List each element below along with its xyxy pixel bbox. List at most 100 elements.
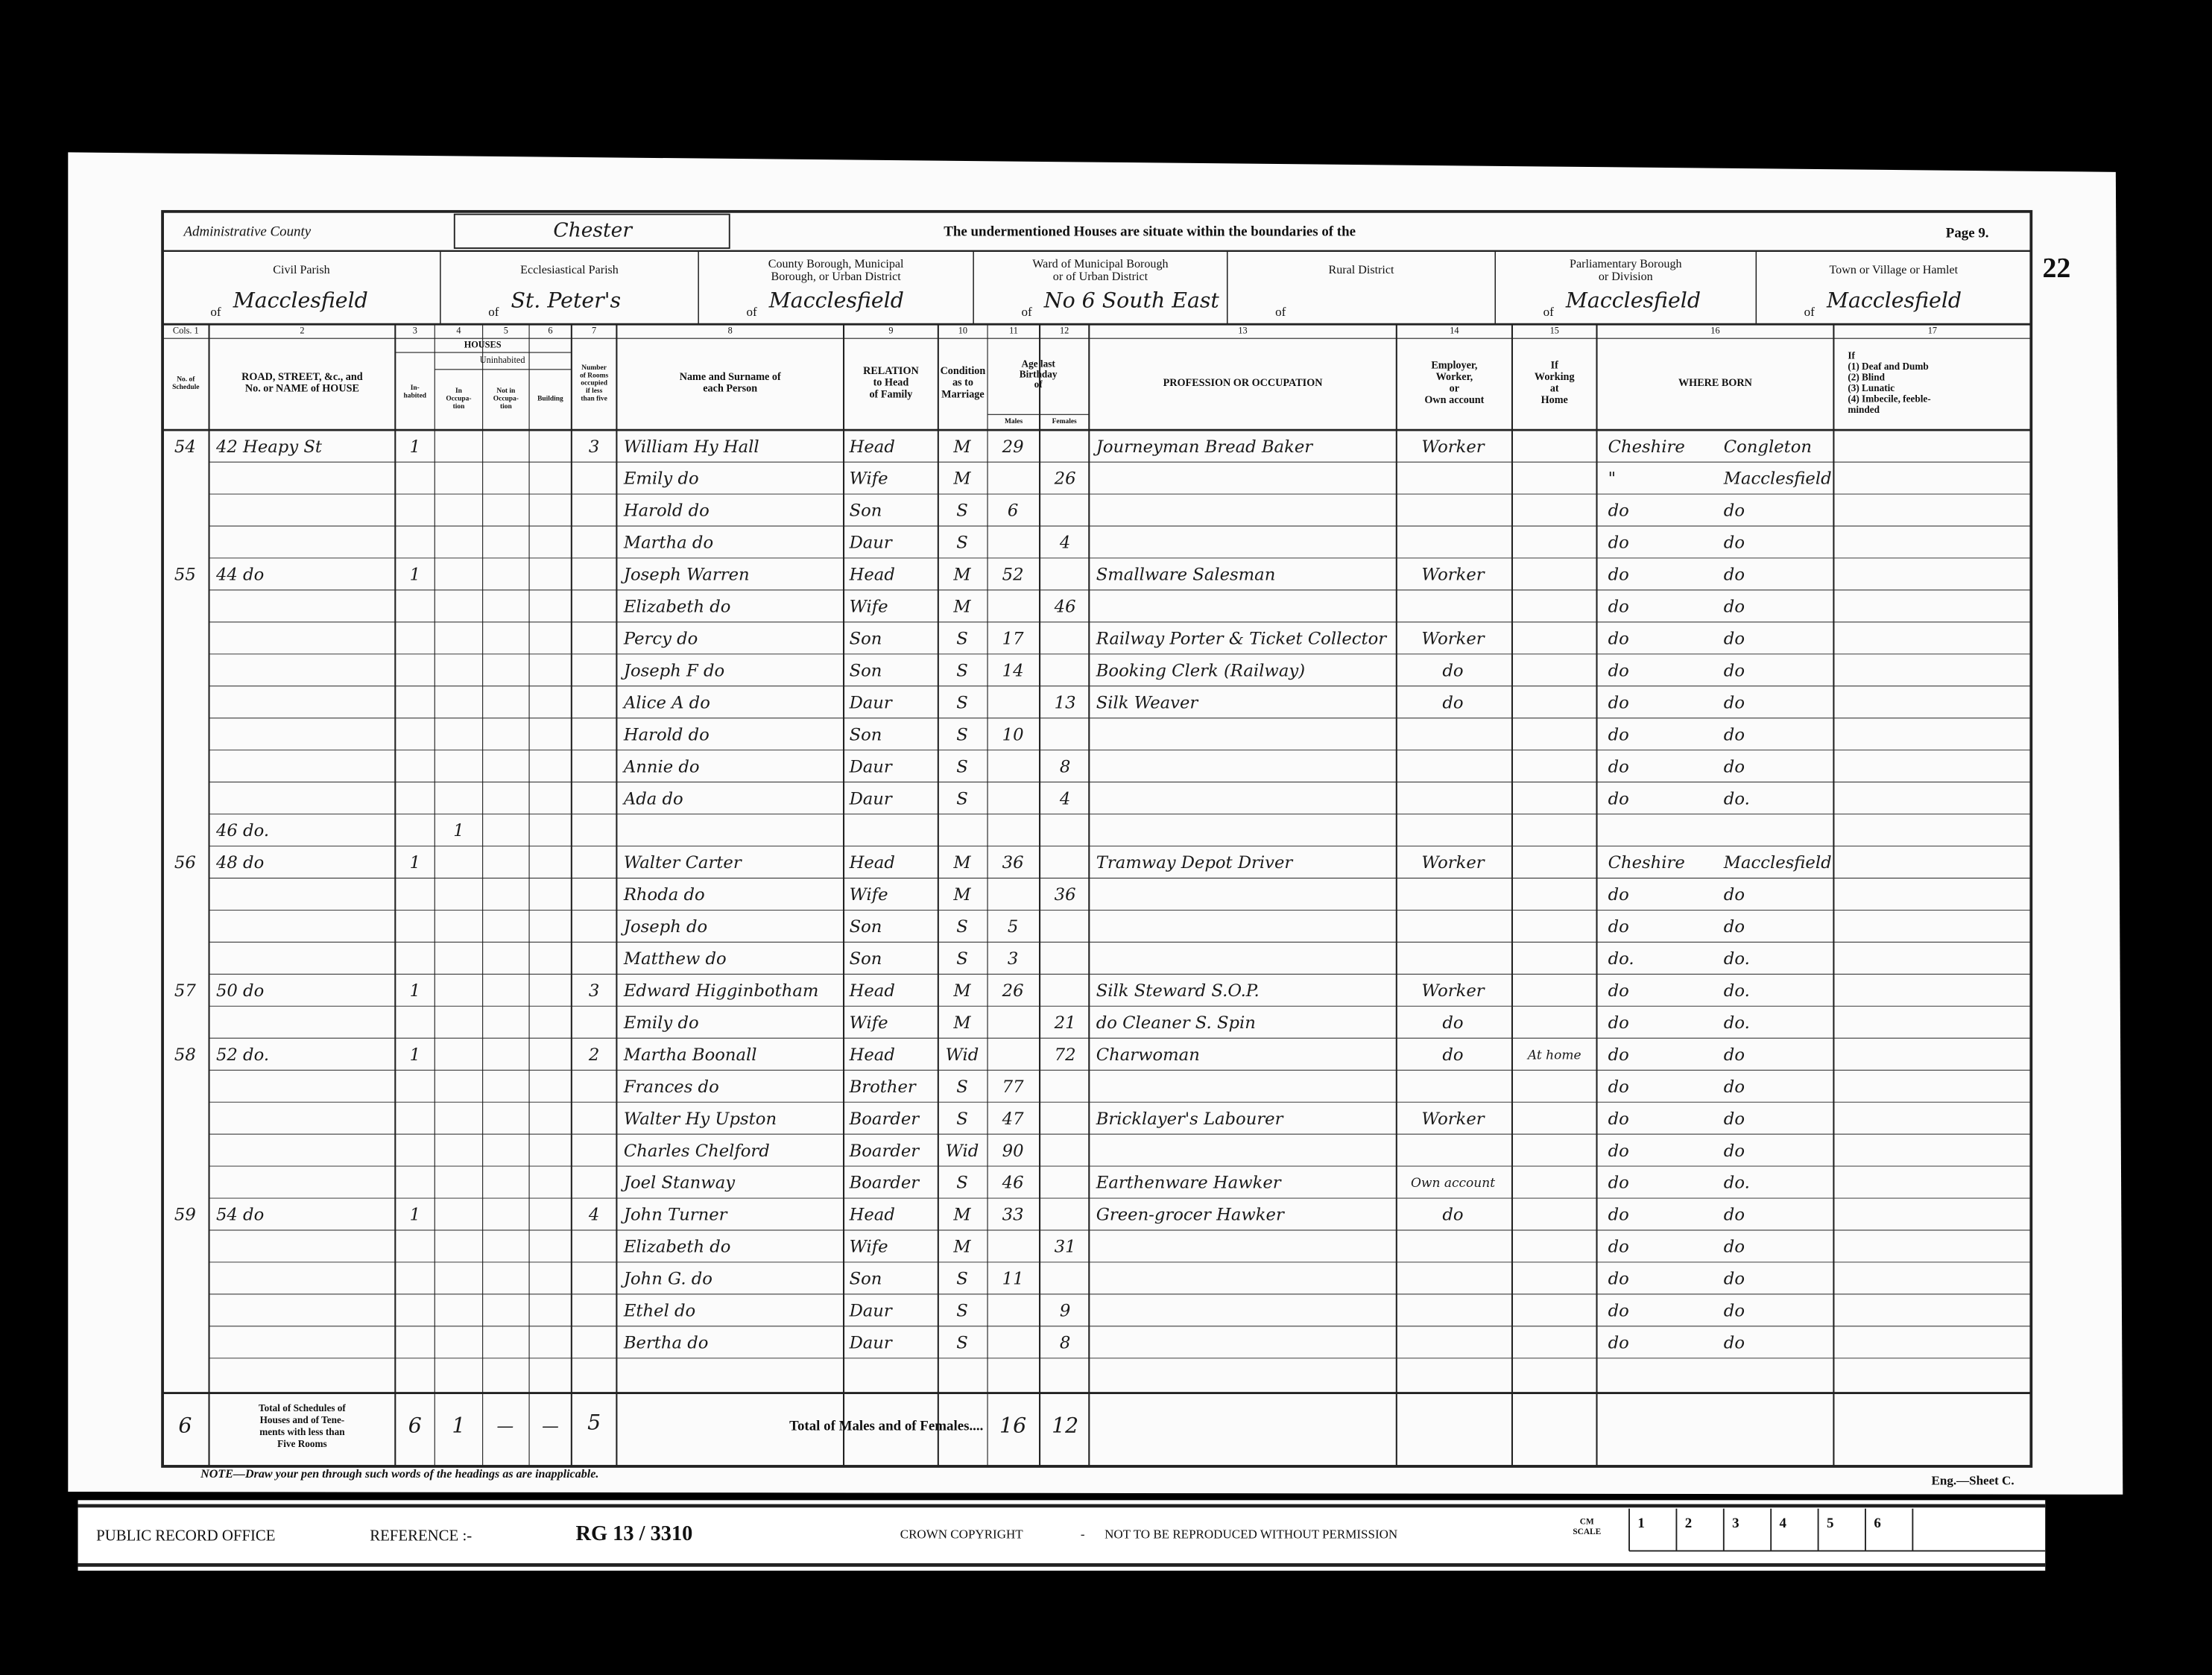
column-number: 15 <box>1550 326 1559 336</box>
column-number: 14 <box>1450 326 1459 336</box>
cell: S <box>956 949 968 969</box>
office: PUBLIC RECORD OFFICE <box>96 1526 275 1544</box>
cell: 59 <box>174 1206 196 1225</box>
cell: Worker <box>1421 629 1485 648</box>
cell: Percy do <box>623 629 698 648</box>
column-label: Females <box>1052 418 1077 425</box>
cell: John Turner <box>621 1206 728 1225</box>
cell: do <box>1724 1206 1745 1225</box>
cell: do <box>1608 629 1629 648</box>
cell: do <box>1724 1270 1745 1289</box>
cell: Martha Boonall <box>623 1045 757 1065</box>
column-number: 8 <box>728 326 733 336</box>
cell: S <box>956 1270 968 1289</box>
cell: 4 <box>1059 533 1070 553</box>
cell: 90 <box>1002 1142 1024 1161</box>
cell: do <box>1608 789 1629 808</box>
cell: Wid <box>946 1142 979 1161</box>
scale-number: 6 <box>1874 1516 1880 1531</box>
cell: Emily do <box>623 469 699 489</box>
division-of: of <box>1021 305 1032 319</box>
county-box <box>453 213 730 249</box>
cell: Worker <box>1421 1109 1485 1129</box>
cell: Son <box>850 917 882 937</box>
cell: Ethel do <box>623 1302 695 1321</box>
cell: Head <box>849 1045 895 1065</box>
cell: " <box>1608 469 1616 489</box>
cell: William Hy Hall <box>624 437 759 457</box>
cell: 55 <box>174 566 196 585</box>
cell: 6 <box>1008 501 1018 521</box>
cell: 36 <box>1055 885 1076 905</box>
cell: Edward Higginbotham <box>623 981 819 1001</box>
division-value: Macclesfield <box>768 288 904 312</box>
column-label: Name and Surname of each Person <box>680 371 781 395</box>
total-inhabited: 6 <box>408 1413 422 1437</box>
cell: do <box>1608 501 1629 521</box>
cell: 3 <box>1008 949 1018 969</box>
cell: S <box>956 629 968 648</box>
cell: do <box>1442 1206 1463 1225</box>
cell: 36 <box>1002 853 1024 873</box>
cell: do Cleaner S. Spin <box>1096 1013 1256 1033</box>
column-number: 17 <box>1928 326 1937 336</box>
cell: do <box>1442 693 1463 712</box>
cell: do <box>1724 629 1745 648</box>
cell: Bricklayer's Labourer <box>1096 1109 1284 1129</box>
cell: S <box>956 789 968 808</box>
cell: At home <box>1526 1048 1581 1063</box>
cell: do <box>1608 885 1629 905</box>
division-value: Macclesfield <box>1565 288 1701 312</box>
cell: 10 <box>1002 725 1024 744</box>
cell: 57 <box>174 981 196 1001</box>
persons-label: Total of Males and of Females.... <box>789 1418 983 1434</box>
scale-number: 2 <box>1685 1516 1692 1531</box>
cell: Daur <box>849 693 893 712</box>
cell: S <box>956 1333 968 1352</box>
column-number: 4 <box>456 326 461 336</box>
cell: Brother <box>849 1077 917 1097</box>
cell: Joseph F do <box>621 661 724 680</box>
cell: 29 <box>1002 437 1024 457</box>
cell: Railway Porter & Ticket Collector <box>1096 629 1388 648</box>
cell: 54 <box>174 437 196 457</box>
cell: Daur <box>849 757 893 776</box>
cell: M <box>952 437 971 457</box>
column-number: Cols. 1 <box>173 326 199 336</box>
column-number: 2 <box>300 326 304 336</box>
cell: do <box>1608 1109 1629 1129</box>
houses-label: HOUSES <box>464 339 502 349</box>
cell: Boarder <box>849 1174 920 1193</box>
page-number: Page 9. <box>1946 225 1989 241</box>
cell: Son <box>850 725 882 744</box>
reference: RG 13 / 3310 <box>576 1522 693 1545</box>
cell: do <box>1724 661 1745 680</box>
cell: Walter Carter <box>624 853 742 873</box>
cell: Daur <box>849 533 893 553</box>
cell: do <box>1442 661 1463 680</box>
cell: S <box>956 1109 968 1129</box>
cell: Boarder <box>849 1109 920 1129</box>
reference-label: REFERENCE :- <box>370 1526 472 1544</box>
cell: Journeyman Bread Baker <box>1093 437 1314 457</box>
cell: do <box>1724 1238 1745 1257</box>
column-number: 5 <box>504 326 508 336</box>
cell: S <box>956 917 968 937</box>
cell: 3 <box>589 981 599 1001</box>
cell: Annie do <box>622 757 700 776</box>
cell: do <box>1608 1077 1629 1097</box>
cell: M <box>952 885 971 905</box>
cell: Tramway Depot Driver <box>1096 853 1294 873</box>
cell: 5 <box>1008 917 1018 937</box>
cell: do <box>1724 1045 1745 1065</box>
cell: M <box>952 1206 971 1225</box>
cell: Joseph do <box>621 917 707 937</box>
column-label: If (1) Deaf and Dumb (2) Blind (3) Lunatic(… <box>1848 349 1930 415</box>
cell: 46 <box>1054 598 1076 617</box>
cell: do <box>1608 725 1629 744</box>
cell: Congleton <box>1724 437 1812 457</box>
cell: 21 <box>1054 1013 1076 1033</box>
cell: 47 <box>1002 1109 1024 1129</box>
cell: do <box>1724 693 1745 712</box>
cell: do <box>1608 1013 1629 1033</box>
